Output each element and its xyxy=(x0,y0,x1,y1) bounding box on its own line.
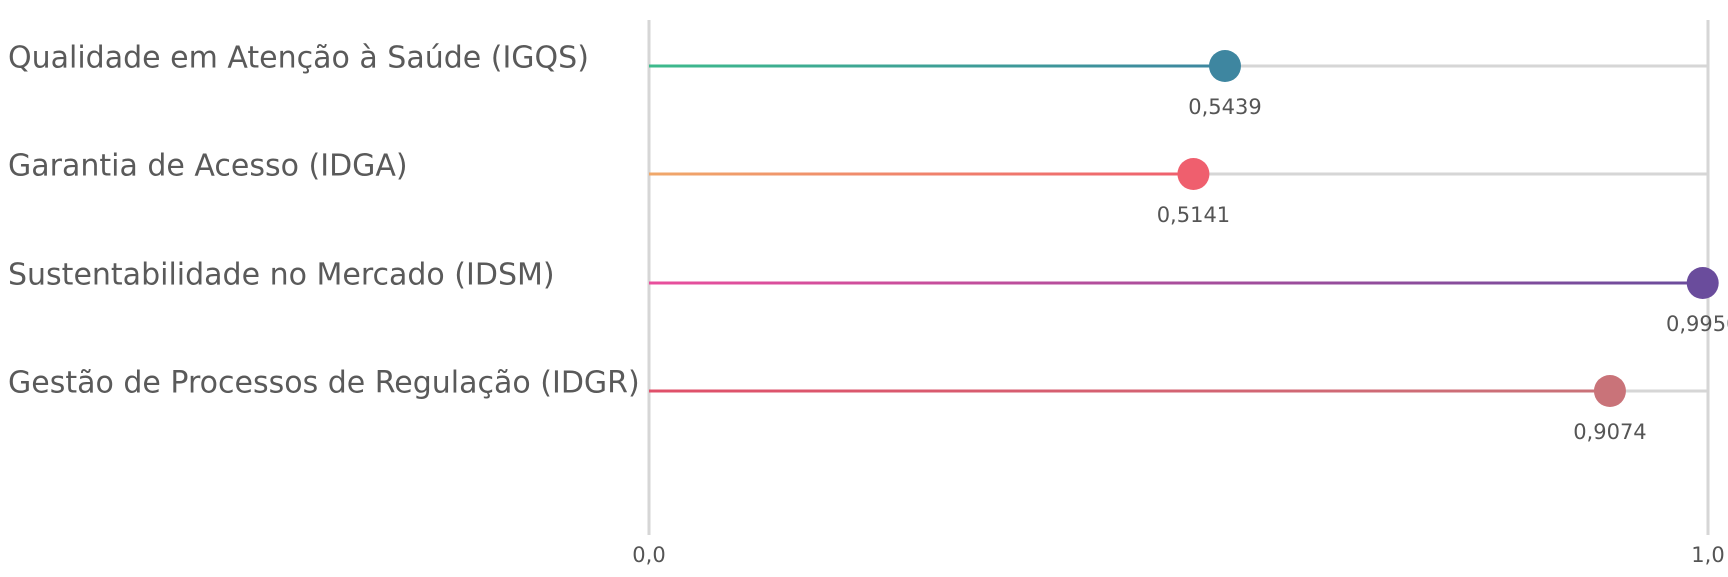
dot xyxy=(1208,50,1241,82)
category-label: Garantia de Acesso (IDGA) xyxy=(8,149,408,184)
value-label: 0,9074 xyxy=(1573,420,1646,444)
value-label: 0,5439 xyxy=(1188,95,1261,119)
category-label: Gestão de Processos de Regulação (IDGR) xyxy=(8,366,640,401)
category-label: Sustentabilidade no Mercado (IDSM) xyxy=(8,258,555,293)
category-label: Qualidade em Atenção à Saúde (IGQS) xyxy=(8,41,589,76)
value-label: 0,5141 xyxy=(1157,203,1230,227)
dot xyxy=(1177,158,1210,190)
value-label: 0,9950 xyxy=(1666,312,1728,336)
x-tick-label: 1,0 xyxy=(1691,543,1724,567)
x-tick-label: 0,0 xyxy=(632,543,665,567)
dot xyxy=(1593,375,1626,407)
dot xyxy=(1686,267,1719,299)
